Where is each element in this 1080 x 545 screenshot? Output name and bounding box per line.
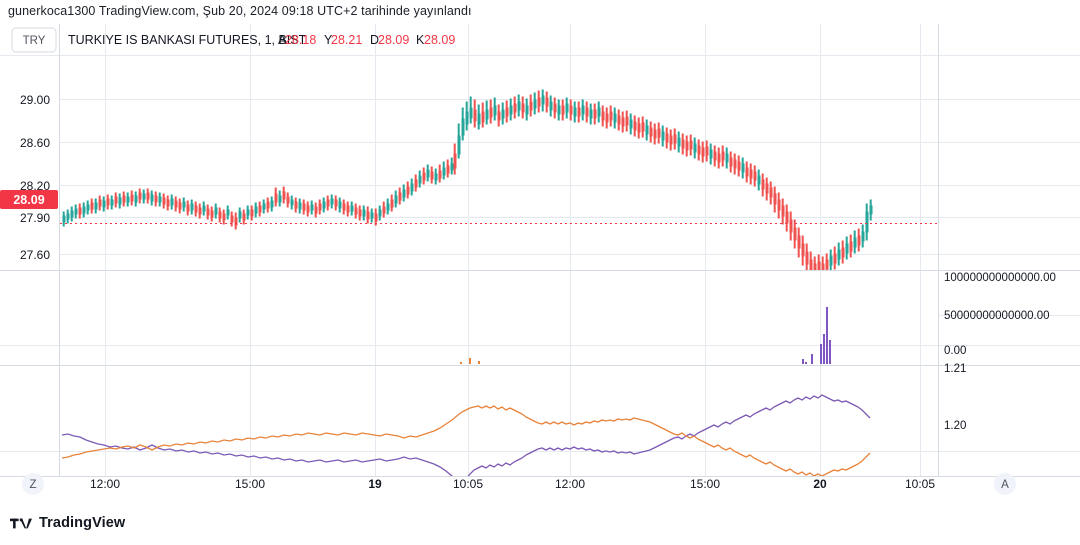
current-price-value: 28.09: [13, 193, 44, 207]
indicator-tick-1: 1.20: [944, 420, 966, 432]
volume-tick-2: 0.00: [944, 345, 966, 357]
volume-tick-1: 50000000000000.00: [944, 310, 1050, 322]
currency-button[interactable]: TRY: [11, 27, 57, 53]
timezone-button-label: Z: [29, 479, 36, 491]
price-tick-4: 27.60: [20, 248, 50, 262]
price-tick-1: 28.60: [20, 136, 50, 150]
indicator-lines: [61, 394, 871, 476]
chart-legend[interactable]: TURKIYE IS BANKASI FUTURES, 1, BIST A 28…: [68, 33, 455, 47]
time-tick-1: 15:00: [235, 477, 265, 491]
chart-container[interactable]: 29.00 28.60 28.20 27.90 27.60 28.09 1000…: [0, 24, 1080, 512]
legend-high-key: Y: [324, 33, 333, 47]
time-tick-2: 19: [368, 477, 382, 491]
indicator-line-purple: [61, 394, 871, 476]
legend-low-value: 28.09: [378, 33, 409, 47]
tradingview-logo-text: TradingView: [39, 515, 126, 531]
tradingview-logo[interactable]: TradingView: [10, 515, 125, 531]
legend-high-value: 28.21: [331, 33, 362, 47]
price-axis-left[interactable]: 29.00 28.60 28.20 27.90 27.60: [20, 93, 50, 262]
indicator-line-orange: [61, 405, 871, 476]
legend-symbol: TURKIYE IS BANKASI FUTURES, 1, BIST: [68, 33, 307, 47]
legend-close-key: K: [416, 33, 425, 47]
time-tick-7: 10:05: [905, 477, 935, 491]
price-candles: [62, 89, 873, 270]
volume-tick-0: 100000000000000.00: [944, 272, 1056, 284]
currency-button-label: TRY: [23, 35, 46, 47]
time-tick-3: 10:05: [453, 477, 483, 491]
legend-low-key: D: [370, 33, 379, 47]
time-tick-5: 15:00: [690, 477, 720, 491]
timezone-button[interactable]: Z: [22, 473, 44, 495]
time-tick-4: 12:00: [555, 477, 585, 491]
indicator-axis-right[interactable]: 1.21 1.20: [944, 363, 966, 432]
publisher-watermark: gunerkoca1300 TradingView.com, Şub 20, 2…: [8, 4, 472, 18]
legend-open-value: 28.18: [285, 33, 316, 47]
panel-separators: [0, 270, 1080, 477]
volume-axis-right[interactable]: 100000000000000.00 50000000000000.00 0.0…: [944, 272, 1056, 357]
indicator-tick-0: 1.21: [944, 363, 966, 375]
tradingview-mark-icon: [10, 518, 32, 528]
auto-scale-button-label: A: [1001, 479, 1009, 491]
auto-scale-button[interactable]: A: [994, 473, 1016, 495]
price-tick-3: 27.90: [20, 211, 50, 225]
time-tick-6: 20: [813, 477, 827, 491]
volume-bars: [460, 307, 831, 364]
axis-separators: [59, 24, 939, 476]
legend-open-key: A: [278, 33, 287, 47]
price-tick-2: 28.20: [20, 179, 50, 193]
price-tick-0: 29.00: [20, 93, 50, 107]
time-axis[interactable]: 12:00 15:00 19 10:05 12:00 15:00 20 10:0…: [90, 477, 935, 491]
legend-close-value: 28.09: [424, 33, 455, 47]
current-price-badge[interactable]: 28.09: [0, 190, 58, 209]
time-tick-0: 12:00: [90, 477, 120, 491]
